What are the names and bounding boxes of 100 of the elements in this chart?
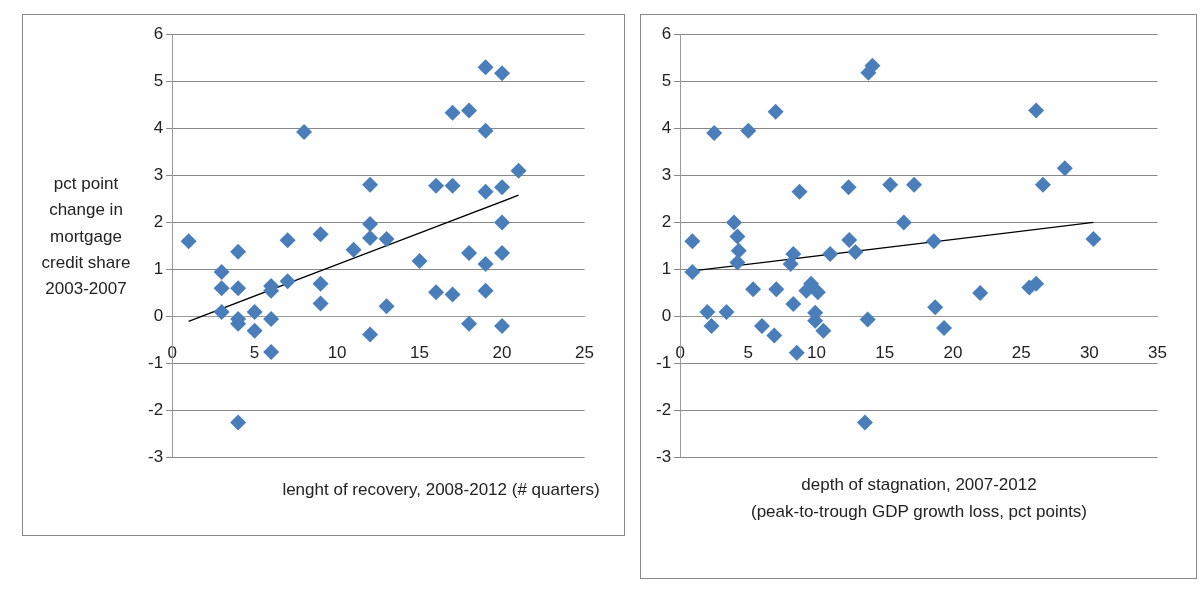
point: [745, 281, 762, 298]
point: [494, 214, 511, 231]
x-tick-label: 35: [1148, 343, 1168, 363]
y-tick-label: -3: [147, 447, 164, 467]
point: [230, 280, 247, 297]
point: [815, 322, 832, 339]
point: [263, 343, 280, 360]
point: [477, 122, 494, 139]
point: [864, 57, 881, 74]
point: [477, 255, 494, 272]
point: [927, 299, 944, 316]
point: [1056, 160, 1073, 177]
point: [213, 303, 230, 320]
point: [263, 310, 280, 327]
point: [378, 230, 395, 247]
point: [428, 177, 445, 194]
point: [510, 162, 527, 179]
point: [729, 228, 746, 245]
point: [494, 245, 511, 262]
x-tick-label: 25: [1011, 343, 1031, 363]
x-tick-label: 5: [743, 343, 754, 363]
point: [279, 273, 296, 290]
point: [213, 280, 230, 297]
y-tick-label: 1: [153, 259, 164, 279]
point: [895, 214, 912, 231]
point: [461, 102, 478, 119]
point: [841, 231, 858, 248]
point: [428, 284, 445, 301]
x-tick-label: 15: [875, 343, 895, 363]
point: [809, 284, 826, 301]
point: [791, 183, 808, 200]
y-tick-label: 3: [661, 165, 672, 185]
point: [213, 263, 230, 280]
point: [684, 233, 701, 250]
y-axis-title: pct point change in mortgage credit share 2003-2007: [40, 173, 132, 301]
point: [494, 65, 511, 82]
point: [345, 241, 362, 258]
point: [822, 246, 839, 262]
point: [788, 344, 805, 361]
x-axis-title: lenght of recovery, 2008-2012 (# quarters): [281, 479, 601, 501]
y-tick-label: -1: [147, 353, 164, 373]
point: [699, 303, 716, 320]
point: [1028, 102, 1045, 119]
point: [279, 232, 296, 249]
point: [362, 230, 379, 246]
y-tick-label: -2: [655, 400, 672, 420]
point: [230, 414, 247, 431]
y-tick-label: 0: [153, 306, 164, 326]
point: [230, 243, 247, 260]
x-tick-label: 20: [943, 343, 963, 363]
point: [972, 285, 989, 302]
point: [444, 177, 461, 194]
point: [740, 122, 757, 139]
y-tick-label: 3: [153, 165, 164, 185]
point: [766, 327, 783, 344]
point: [684, 263, 701, 280]
point: [246, 303, 263, 320]
x-tick-label: 10: [327, 343, 347, 363]
x-tick-label: 10: [807, 343, 826, 363]
point: [847, 244, 864, 261]
point: [882, 176, 899, 193]
y-tick-label: 2: [153, 212, 164, 232]
point: [246, 322, 263, 339]
point: [906, 176, 923, 193]
y-tick-label: 2: [661, 212, 672, 232]
y-tick-label: 6: [661, 23, 672, 43]
point: [785, 246, 802, 262]
point: [362, 215, 379, 232]
point: [1034, 176, 1051, 193]
point: [477, 183, 494, 200]
point: [859, 311, 876, 328]
x-axis-title: depth of stagnation, 2007-2012 (peak-to-trough GDP growth loss, pct points): [749, 474, 1089, 524]
x-tick-label: 15: [410, 343, 430, 363]
x-tick-label: 5: [249, 343, 260, 363]
x-tick-label: 30: [1079, 343, 1099, 363]
y-tick-label: -3: [655, 447, 672, 467]
point: [296, 124, 313, 141]
point: [729, 254, 746, 271]
point: [312, 226, 329, 243]
y-tick-label: -2: [147, 400, 164, 420]
point: [444, 286, 461, 303]
y-tick-label: 5: [661, 70, 672, 90]
point: [461, 315, 478, 332]
y-tick-label: -1: [655, 353, 672, 373]
point: [925, 233, 942, 250]
point: [477, 59, 494, 76]
point: [312, 275, 329, 292]
point: [767, 103, 784, 120]
point: [730, 242, 747, 259]
point: [494, 179, 511, 196]
y-tick-label: 6: [153, 23, 164, 43]
point: [461, 245, 478, 262]
point: [718, 303, 735, 320]
y-tick-label: 5: [153, 70, 164, 90]
y-tick-label: 0: [661, 306, 672, 326]
point: [444, 104, 461, 121]
point: [411, 253, 428, 270]
x-tick-label: 25: [575, 343, 595, 363]
point: [768, 281, 785, 298]
point: [180, 233, 197, 250]
